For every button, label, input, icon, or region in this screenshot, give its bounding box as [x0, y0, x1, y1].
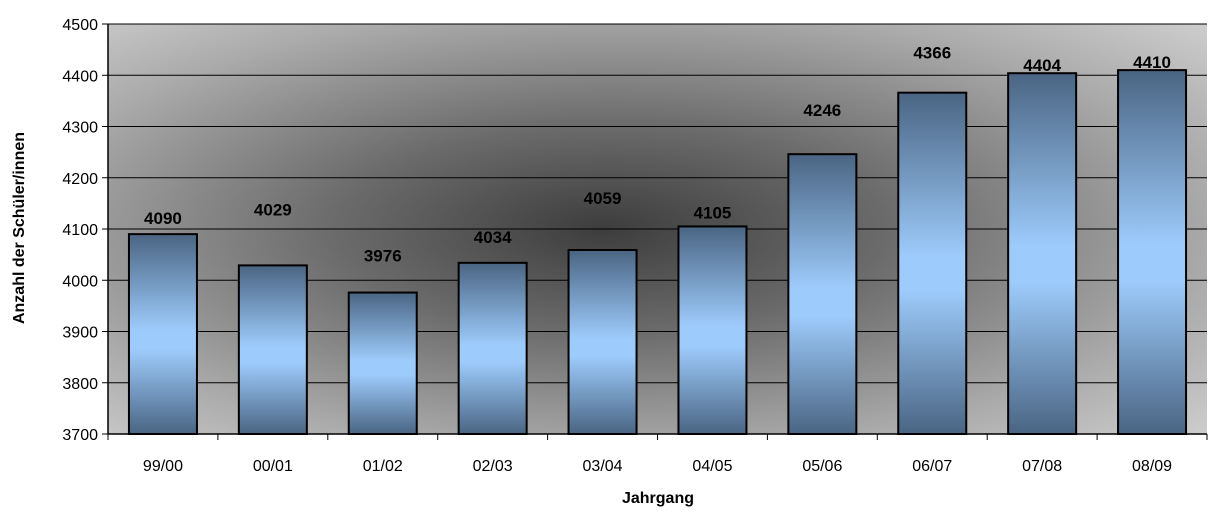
y-tick-label: 4200 — [62, 171, 98, 188]
bar-03-04 — [567, 249, 638, 435]
bar-07-08 — [1007, 72, 1078, 435]
x-tick-label: 05/06 — [802, 458, 842, 475]
x-tick-label: 03/04 — [583, 458, 623, 475]
bar-00-01 — [237, 264, 308, 436]
data-label: 4105 — [694, 203, 732, 222]
bars — [127, 69, 1188, 436]
bar-06-07 — [897, 91, 968, 436]
data-labels: 4090 4029 3976 4034 4059 4105 4246 4366 4404 4410 — [144, 44, 1171, 266]
axes: 3700 3800 3900 4000 4100 4200 4300 4400 4500 99/0… — [62, 17, 1208, 475]
data-label: 4090 — [144, 209, 182, 228]
bar-04-05 — [677, 225, 748, 435]
data-label: 4410 — [1133, 53, 1171, 72]
data-label: 4029 — [254, 200, 292, 219]
y-tick-label: 3700 — [62, 427, 98, 444]
y-tick-label: 4100 — [62, 222, 98, 239]
x-tick-label: 00/01 — [253, 458, 293, 475]
y-tick-label: 3900 — [62, 325, 98, 342]
x-tick-label: 02/03 — [473, 458, 513, 475]
data-label: 4366 — [913, 44, 951, 63]
x-tick-label: 07/08 — [1022, 458, 1062, 475]
data-label: 4034 — [474, 228, 512, 247]
x-tick-label: 06/07 — [912, 458, 952, 475]
bar-99-00 — [127, 233, 198, 435]
data-label: 4404 — [1023, 56, 1061, 75]
data-label: 3976 — [364, 247, 402, 266]
x-tick-label: 99/00 — [143, 458, 183, 475]
x-tick-label: 01/02 — [363, 458, 403, 475]
x-axis-title: Jahrgang — [622, 490, 694, 507]
bar-08-09 — [1117, 69, 1188, 435]
x-tick-label: 04/05 — [692, 458, 732, 475]
y-tick-label: 4400 — [62, 68, 98, 85]
data-label: 4059 — [584, 189, 622, 208]
x-tick-label: 08/09 — [1132, 458, 1172, 475]
y-tick-label: 4300 — [62, 120, 98, 137]
y-tick-label: 3800 — [62, 376, 98, 393]
bar-05-06 — [787, 153, 858, 436]
y-axis-title: Anzahl der Schüler/innen — [11, 132, 28, 324]
bar-01-02 — [347, 291, 418, 435]
y-tick-label: 4000 — [62, 273, 98, 290]
bar-02-03 — [457, 261, 528, 436]
data-label: 4246 — [803, 101, 841, 120]
y-tick-label: 4500 — [62, 17, 98, 34]
